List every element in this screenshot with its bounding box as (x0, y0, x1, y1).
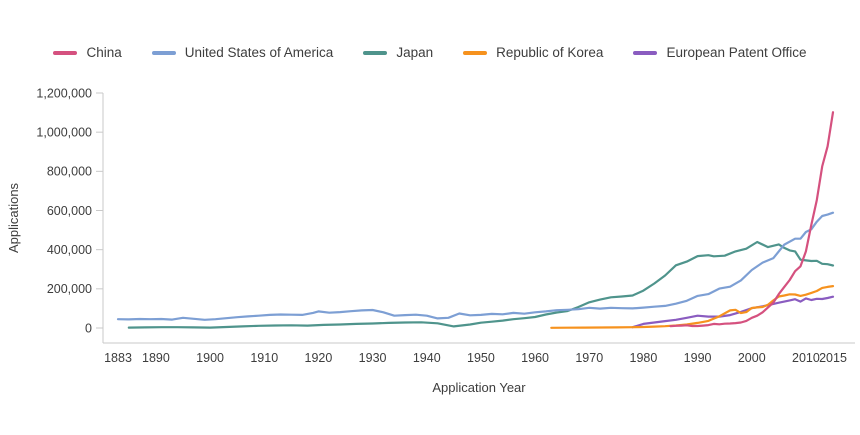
legend-label-china: China (86, 45, 122, 60)
x-tick-label: 1950 (467, 351, 495, 365)
legend-swatch-japan (363, 50, 388, 55)
x-tick-label: 1970 (575, 351, 603, 365)
x-tick-label: 1960 (521, 351, 549, 365)
legend-label-united-states-of-america: United States of America (184, 45, 334, 60)
axis-ticks: 0 200,000 400,000 600,000 800,000 1,000,000 1,… (36, 86, 847, 365)
x-axis-title: Application Year (432, 380, 526, 395)
legend-item-japan: Japan (363, 46, 433, 60)
x-tick-label: 1883 (104, 351, 132, 365)
y-tick-label: 400,000 (47, 243, 92, 257)
chart-legend: China United States of America Japan Republ… (0, 46, 860, 60)
y-tick-label: 1,000,000 (36, 125, 92, 139)
y-tick-label: 1,200,000 (36, 86, 92, 100)
y-tick-label: 800,000 (47, 165, 92, 179)
series-lines (116, 111, 835, 329)
legend-swatch-european-patent-office (633, 50, 658, 55)
legend-swatch-republic-of-korea (463, 50, 488, 55)
legend-item-united-states-of-america: United States of America (151, 45, 334, 60)
x-tick-label: 1920 (305, 351, 333, 365)
series-line-japan (127, 240, 835, 329)
series-line-china (669, 111, 835, 328)
legend-label-republic-of-korea: Republic of Korea (496, 45, 604, 60)
x-tick-label: 1900 (196, 351, 224, 365)
legend-item-european-patent-office: European Patent Office (633, 45, 807, 60)
legend-label-european-patent-office: European Patent Office (666, 45, 807, 60)
x-tick-label: 2010 (792, 351, 820, 365)
legend-swatch-united-states-of-america (151, 50, 176, 55)
x-tick-label: 1890 (142, 351, 170, 365)
x-tick-label: 1990 (684, 351, 712, 365)
axes (102, 93, 855, 344)
y-axis-title: Applications (6, 182, 21, 253)
x-tick-label: 1980 (630, 351, 658, 365)
legend-swatch-china (53, 50, 78, 55)
y-tick-label: 600,000 (47, 204, 92, 218)
series-line-republic-of-korea (550, 285, 835, 329)
legend-item-china: China (53, 45, 122, 60)
y-tick-label: 0 (85, 321, 92, 335)
x-tick-label: 2000 (738, 351, 766, 365)
x-tick-label: 1930 (359, 351, 387, 365)
legend-label-japan: Japan (396, 45, 434, 60)
y-tick-label: 200,000 (47, 282, 92, 296)
x-tick-label: 2015 (819, 351, 847, 365)
x-tick-label: 1910 (250, 351, 278, 365)
x-tick-label: 1940 (413, 351, 441, 365)
series-line-united-states-of-america (116, 211, 835, 321)
legend-item-republic-of-korea: Republic of Korea (463, 46, 603, 60)
